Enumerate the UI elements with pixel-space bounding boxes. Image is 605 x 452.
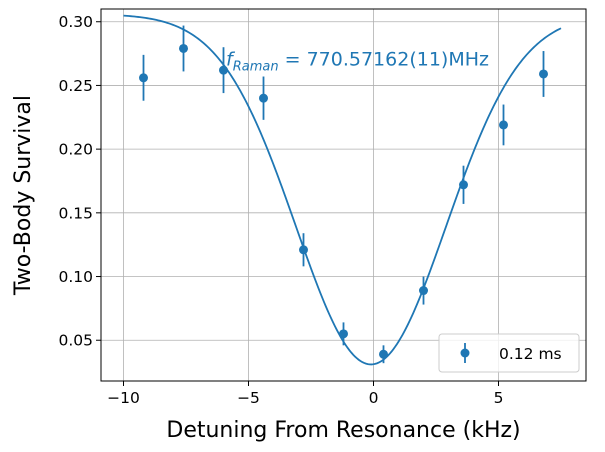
data-point <box>219 65 228 75</box>
y-tick-label: 0.30 <box>58 13 93 31</box>
x-tick-label: 0 <box>369 389 379 407</box>
data-point <box>419 286 428 296</box>
fit-curve-layer <box>123 14 562 366</box>
data-point <box>139 73 148 83</box>
axis-ticks: −10 −5 0 5 0.05 0.10 0.15 0.20 0.25 0.30 <box>58 13 503 407</box>
data-point <box>259 93 268 103</box>
y-tick-label: 0.20 <box>58 141 93 159</box>
x-axis-title: Detuning From Resonance (kHz) <box>166 418 520 443</box>
annotation-value: = 770.57162(11)MHz <box>279 49 489 71</box>
y-tick-label: 0.10 <box>58 268 93 286</box>
y-tick-label: 0.15 <box>58 204 93 222</box>
data-point <box>339 329 348 339</box>
x-tick-label: −5 <box>237 389 260 407</box>
grid-lines <box>101 9 586 381</box>
fit-annotation: fRaman = 770.57162(11)MHz <box>226 49 489 75</box>
data-point <box>459 180 468 190</box>
x-tick-label: −10 <box>107 389 140 407</box>
legend-point-marker <box>460 348 470 358</box>
x-tick-label: 5 <box>494 389 504 407</box>
data-point <box>379 349 388 359</box>
annotation-symbol: f <box>226 49 236 71</box>
data-point <box>539 69 548 79</box>
y-tick-label: 0.25 <box>58 77 93 95</box>
data-point <box>499 120 508 130</box>
annotation-subscript: Raman <box>233 60 279 75</box>
data-point <box>179 43 188 53</box>
legend-label: 0.12 ms <box>499 345 562 363</box>
y-axis-title: Two-Body Survival <box>11 95 36 296</box>
plot-frame <box>100 8 587 382</box>
legend: 0.12 ms <box>438 333 580 373</box>
legend-box <box>438 333 580 373</box>
fit-curve <box>123 14 562 366</box>
y-tick-label: 0.05 <box>58 332 93 350</box>
data-point <box>299 245 308 255</box>
data-points-layer <box>139 25 548 364</box>
